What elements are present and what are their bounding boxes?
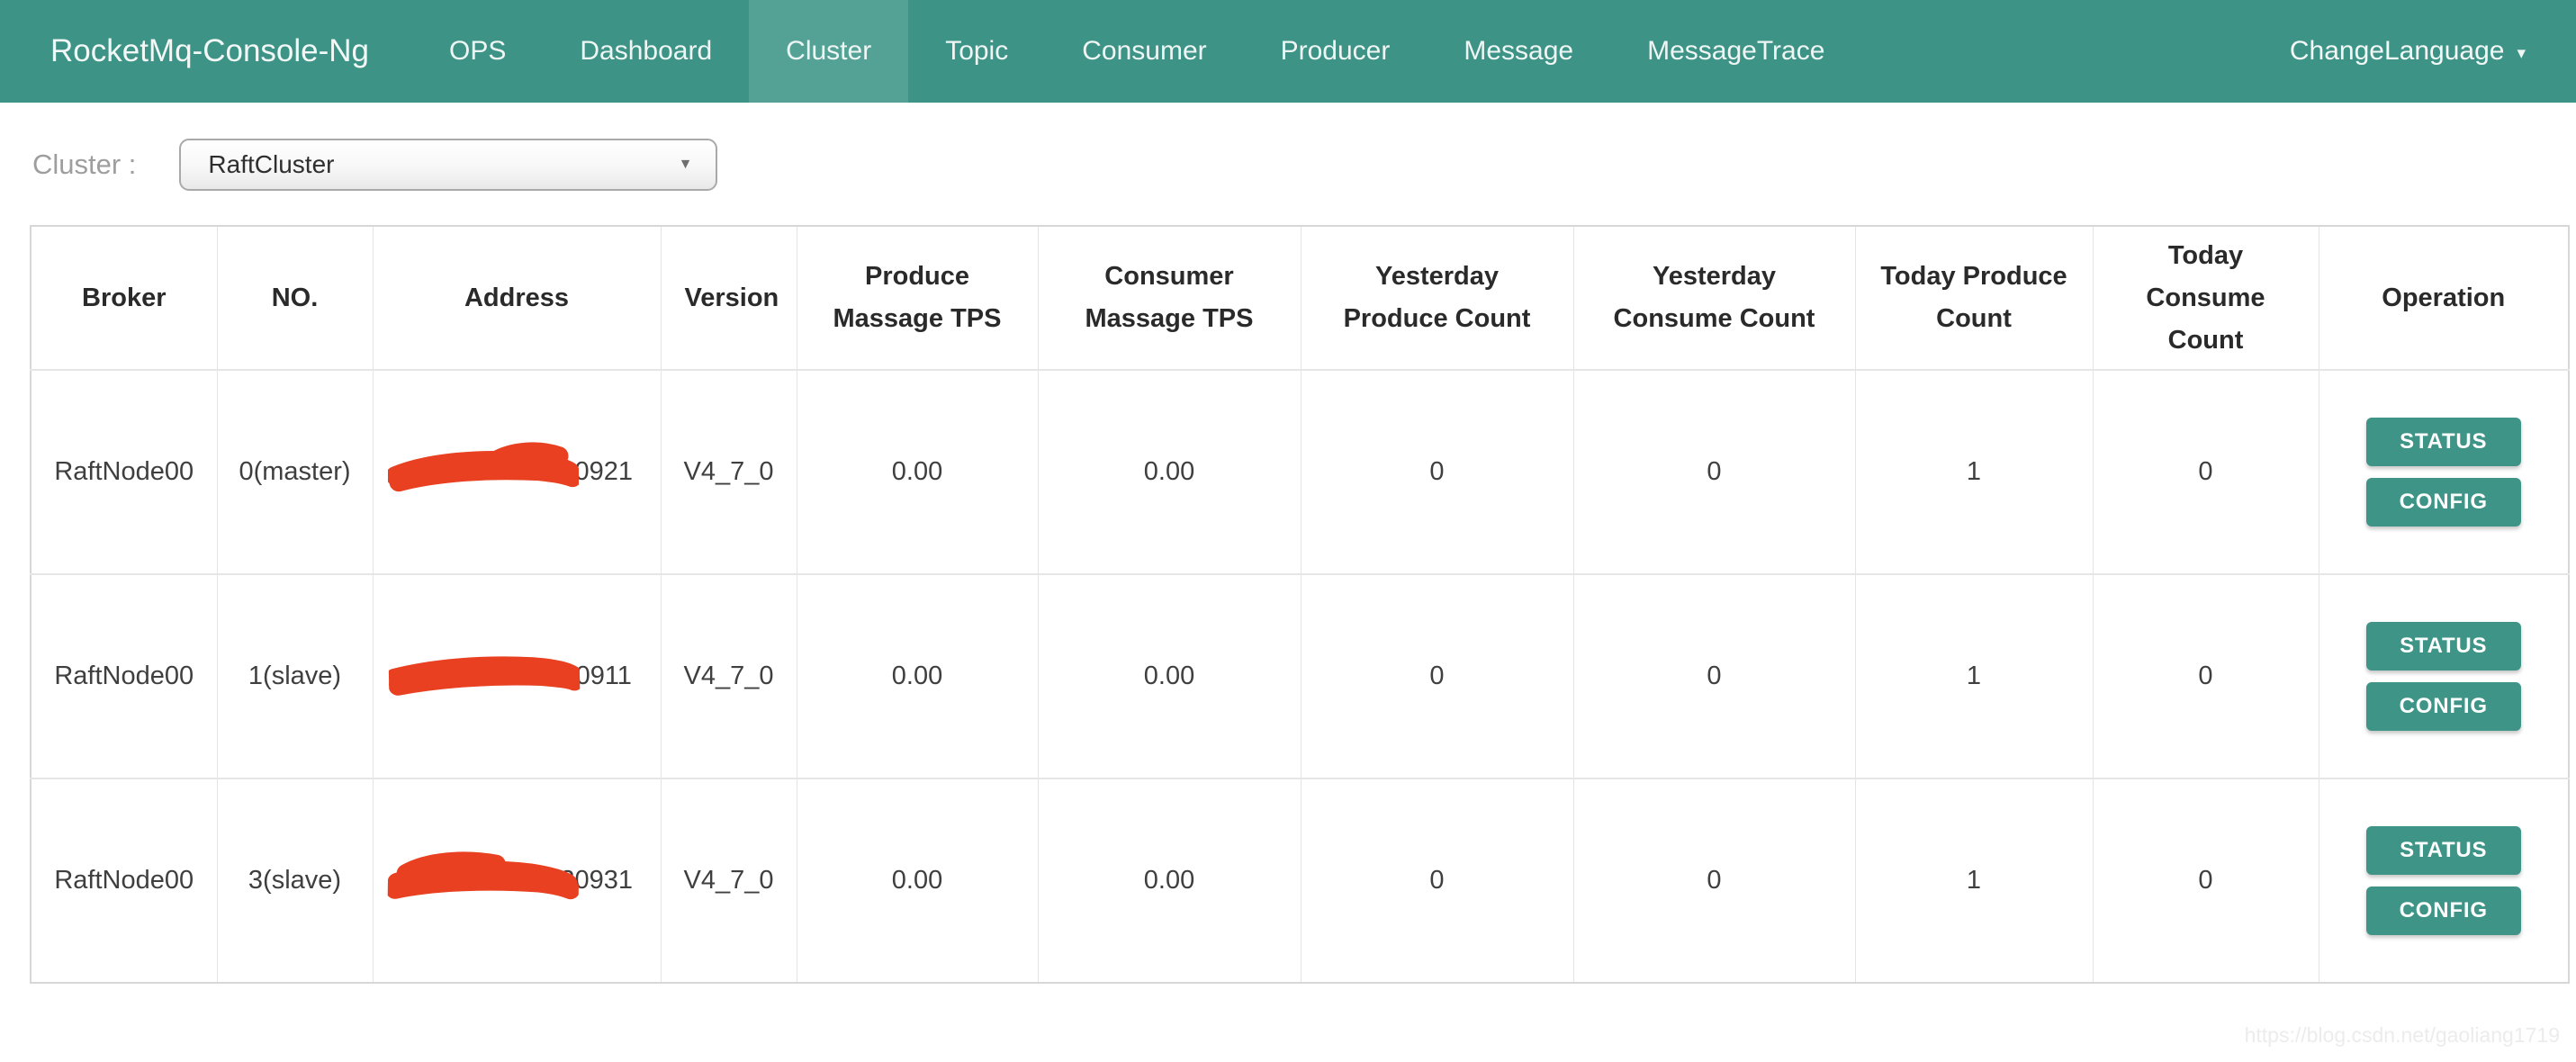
col-header-consumer-tps: Consumer Massage TPS <box>1038 226 1302 371</box>
change-language-dropdown[interactable]: ChangeLanguage ▾ <box>2290 36 2526 67</box>
col-header-today-consume: Today Consume Count <box>2093 226 2319 371</box>
broker-no: 0(master) <box>217 370 374 575</box>
broker-address: 10.09.10.200:30911 <box>401 662 632 690</box>
status-button[interactable]: STATUS <box>2365 826 2521 875</box>
broker-table: Broker NO. Address Version Produce Massa… <box>30 225 2570 984</box>
address-cell: 10.09.10.200:30921 <box>373 370 662 575</box>
address-cell: 10.09.10.200:30931 <box>373 778 662 983</box>
status-button[interactable]: STATUS <box>2365 418 2521 466</box>
col-header-address: Address <box>373 226 662 371</box>
today-consume-count: 0 <box>2093 370 2319 575</box>
broker-no: 3(slave) <box>217 778 374 983</box>
nav-item-producer[interactable]: Producer <box>1280 36 1391 66</box>
broker-address: 10.09.10.200:30931 <box>400 866 634 895</box>
cluster-select-label: Cluster : <box>32 148 137 180</box>
nav-item-dashboard[interactable]: Dashboard <box>580 36 713 66</box>
nav-item-topic[interactable]: Topic <box>945 36 1009 66</box>
broker-name: RaftNode00 <box>31 574 218 779</box>
col-header-broker: Broker <box>31 226 218 371</box>
produce-tps: 0.00 <box>797 574 1039 779</box>
nav-item-messagetrace[interactable]: MessageTrace <box>1647 36 1825 66</box>
navbar-right: ChangeLanguage ▾ <box>2290 0 2576 103</box>
address-cell: 10.09.10.200:30911 <box>373 574 662 779</box>
today-produce-count: 1 <box>1855 778 2094 983</box>
col-header-version: Version <box>661 226 797 371</box>
broker-version: V4_7_0 <box>661 778 797 983</box>
cluster-filter-row: Cluster : RaftCluster ▼ <box>32 139 2576 191</box>
change-language-label: ChangeLanguage <box>2289 36 2505 66</box>
consume-tps: 0.00 <box>1038 778 1302 983</box>
broker-no: 1(slave) <box>217 574 374 779</box>
config-button[interactable]: CONFIG <box>2365 682 2521 731</box>
nav-item-message[interactable]: Message <box>1464 36 1574 66</box>
yesterday-produce-count: 0 <box>1301 778 1574 983</box>
table-row: RaftNode00 3(slave) 10.09.10.200:30931 V… <box>31 778 2569 983</box>
table-header-row: Broker NO. Address Version Produce Massa… <box>31 226 2569 371</box>
nav-item-ops[interactable]: OPS <box>449 36 507 66</box>
col-header-yesterday-produce: Yesterday Produce Count <box>1301 226 1574 371</box>
col-header-today-produce: Today Produce Count <box>1855 226 2094 371</box>
broker-version: V4_7_0 <box>661 370 797 575</box>
operation-cell: STATUS CONFIG <box>2319 574 2569 779</box>
config-button[interactable]: CONFIG <box>2365 478 2521 526</box>
broker-address: 10.09.10.200:30921 <box>400 457 634 486</box>
today-consume-count: 0 <box>2093 574 2319 779</box>
col-header-yesterday-consume: Yesterday Consume Count <box>1573 226 1856 371</box>
col-header-produce-tps: Produce Massage TPS <box>797 226 1039 371</box>
nav-item-consumer[interactable]: Consumer <box>1082 36 1207 66</box>
nav-item-cluster[interactable]: Cluster <box>749 0 909 103</box>
col-header-operation: Operation <box>2319 226 2569 371</box>
yesterday-produce-count: 0 <box>1301 574 1574 779</box>
today-produce-count: 1 <box>1855 370 2094 575</box>
table-row: RaftNode00 1(slave) 10.09.10.200:30911 V… <box>31 574 2569 779</box>
broker-name: RaftNode00 <box>31 370 218 575</box>
consume-tps: 0.00 <box>1038 370 1302 575</box>
broker-name: RaftNode00 <box>31 778 218 983</box>
operation-cell: STATUS CONFIG <box>2319 370 2569 575</box>
today-produce-count: 1 <box>1855 574 2094 779</box>
yesterday-consume-count: 0 <box>1573 778 1856 983</box>
top-navbar: RocketMq-Console-Ng OPS Dashboard Cluste… <box>0 0 2576 103</box>
broker-version: V4_7_0 <box>661 574 797 779</box>
today-consume-count: 0 <box>2093 778 2319 983</box>
caret-down-icon: ▾ <box>2517 43 2526 63</box>
operation-cell: STATUS CONFIG <box>2319 778 2569 983</box>
select-arrow-icon: ▼ <box>678 157 693 172</box>
cluster-select-value: RaftCluster <box>208 150 335 178</box>
yesterday-consume-count: 0 <box>1573 574 1856 779</box>
config-button[interactable]: CONFIG <box>2365 886 2521 935</box>
app-brand[interactable]: RocketMq-Console-Ng <box>50 33 370 68</box>
produce-tps: 0.00 <box>797 370 1039 575</box>
cluster-select[interactable]: RaftCluster ▼ <box>179 139 718 191</box>
yesterday-produce-count: 0 <box>1301 370 1574 575</box>
consume-tps: 0.00 <box>1038 574 1302 779</box>
yesterday-consume-count: 0 <box>1573 370 1856 575</box>
produce-tps: 0.00 <box>797 778 1039 983</box>
csdn-watermark: https://blog.csdn.net/gaoliang1719 <box>2244 1023 2560 1047</box>
status-button[interactable]: STATUS <box>2365 622 2521 670</box>
col-header-no: NO. <box>217 226 374 371</box>
main-nav: OPS Dashboard Cluster Topic Consumer Pro… <box>412 0 1861 103</box>
table-row: RaftNode00 0(master) 10.09.10.200:30921 … <box>31 370 2569 575</box>
